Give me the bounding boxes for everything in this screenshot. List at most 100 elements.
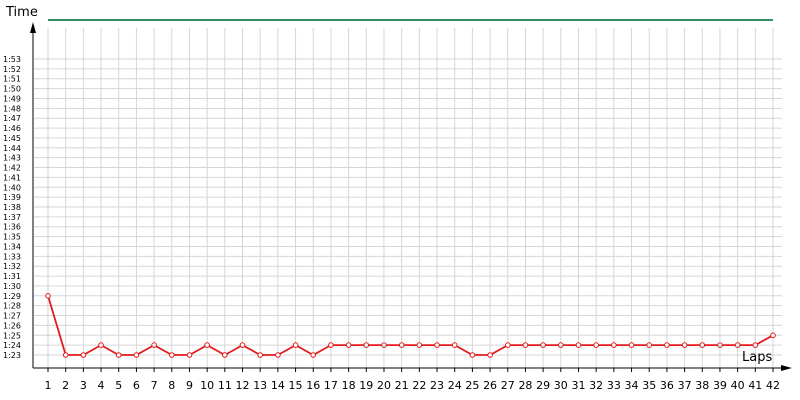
y-tick-label: 1:35 bbox=[3, 233, 21, 242]
x-tick-label: 28 bbox=[518, 379, 532, 392]
y-tick-label: 1:41 bbox=[3, 173, 21, 182]
y-tick-label: 1:32 bbox=[3, 262, 21, 271]
x-tick-label: 39 bbox=[713, 379, 727, 392]
x-tick-label: 11 bbox=[218, 379, 232, 392]
data-point bbox=[257, 352, 264, 358]
data-point bbox=[734, 342, 741, 348]
y-tick-label: 1:43 bbox=[3, 154, 21, 163]
x-tick-label: 12 bbox=[236, 379, 250, 392]
x-tick-label: 29 bbox=[536, 379, 550, 392]
x-tick-label: 5 bbox=[115, 379, 122, 392]
x-tick-label: 30 bbox=[554, 379, 568, 392]
x-tick-label: 6 bbox=[133, 379, 140, 392]
data-point bbox=[310, 352, 317, 358]
grid bbox=[34, 28, 782, 372]
data-point bbox=[239, 342, 246, 348]
y-tick-label: 1:49 bbox=[3, 94, 21, 103]
data-point bbox=[717, 342, 723, 348]
data-point bbox=[292, 342, 299, 348]
data-point bbox=[558, 342, 564, 348]
data-point bbox=[345, 342, 352, 348]
x-tick-label: 16 bbox=[306, 379, 320, 392]
y-tick-label: 1:50 bbox=[3, 85, 21, 94]
x-tick-label: 35 bbox=[642, 379, 656, 392]
x-tick-label: 26 bbox=[483, 379, 497, 392]
y-tick-label: 1:52 bbox=[3, 65, 21, 74]
axes bbox=[30, 22, 792, 371]
data-point bbox=[522, 342, 529, 348]
y-tick-label: 1:42 bbox=[3, 164, 21, 173]
data-point bbox=[45, 293, 51, 299]
data-point bbox=[681, 342, 688, 348]
y-tick-label: 1:27 bbox=[3, 312, 21, 321]
series-1 bbox=[45, 293, 776, 358]
series-line bbox=[47, 295, 774, 356]
y-tick-label: 1:45 bbox=[3, 134, 21, 143]
x-tick-label: 41 bbox=[748, 379, 762, 392]
y-tick-labels: 1:231:241:251:261:271:281:291:301:311:32… bbox=[3, 55, 21, 360]
x-tick-label: 27 bbox=[501, 379, 515, 392]
data-point bbox=[398, 342, 405, 348]
data-point bbox=[363, 342, 370, 348]
x-tick-label: 4 bbox=[98, 379, 105, 392]
data-point bbox=[752, 342, 759, 348]
y-tick-label: 1:53 bbox=[3, 55, 21, 64]
x-tick-label: 34 bbox=[625, 379, 639, 392]
x-tick-label: 2 bbox=[62, 379, 69, 392]
y-tick-label: 1:37 bbox=[3, 213, 21, 222]
x-tick-label: 3 bbox=[80, 379, 87, 392]
data-point bbox=[115, 352, 122, 358]
data-point bbox=[133, 352, 140, 358]
data-point bbox=[451, 342, 458, 348]
data-point bbox=[222, 352, 228, 358]
data-point bbox=[80, 352, 87, 358]
x-tick-label: 18 bbox=[342, 379, 356, 392]
data-point bbox=[151, 342, 157, 348]
data-point bbox=[381, 342, 387, 348]
data-point bbox=[770, 332, 776, 339]
x-tick-label: 10 bbox=[200, 379, 214, 392]
y-tick-label: 1:26 bbox=[3, 321, 21, 330]
data-point bbox=[611, 342, 617, 348]
x-tick-label: 20 bbox=[377, 379, 391, 392]
x-tick-label: 22 bbox=[412, 379, 426, 392]
y-axis-title: Time bbox=[5, 5, 38, 20]
y-tick-label: 1:23 bbox=[3, 351, 21, 360]
x-tick-label: 15 bbox=[289, 379, 303, 392]
x-axis-arrow bbox=[781, 365, 792, 371]
y-tick-label: 1:40 bbox=[3, 183, 21, 192]
data-point bbox=[275, 352, 281, 358]
y-axis-arrow bbox=[30, 22, 36, 33]
x-tick-label: 33 bbox=[607, 379, 621, 392]
y-tick-label: 1:29 bbox=[3, 292, 21, 301]
data-point bbox=[540, 342, 546, 348]
x-tick-labels: 1 2 3 4 5 6 7 8 9 10 11 12 13 14 15 16 17 18 19 20 21 22 23 24 2… bbox=[45, 379, 781, 392]
x-tick-label: 25 bbox=[465, 379, 479, 392]
x-tick-label: 9 bbox=[186, 379, 193, 392]
y-tick-label: 1:24 bbox=[3, 341, 21, 350]
x-tick-label: 14 bbox=[271, 379, 285, 392]
y-tick-label: 1:31 bbox=[3, 272, 21, 281]
y-tick-label: 1:28 bbox=[3, 302, 21, 311]
y-tick-label: 1:44 bbox=[3, 144, 21, 153]
y-tick-label: 1:36 bbox=[3, 223, 21, 232]
x-tick-label: 13 bbox=[253, 379, 267, 392]
series-lines bbox=[45, 19, 776, 358]
data-point bbox=[204, 342, 210, 348]
x-tick-label: 31 bbox=[571, 379, 585, 392]
data-point bbox=[98, 342, 104, 348]
data-point bbox=[469, 352, 476, 358]
data-point bbox=[593, 342, 600, 348]
x-tick-label: 40 bbox=[731, 379, 745, 392]
x-tick-label: 17 bbox=[324, 379, 338, 392]
y-tick-label: 1:47 bbox=[3, 114, 21, 123]
x-tick-label: 8 bbox=[168, 379, 175, 392]
x-tick-label: 7 bbox=[151, 379, 158, 392]
x-tick-label: 19 bbox=[359, 379, 373, 392]
y-tick-label: 1:51 bbox=[3, 75, 21, 84]
data-point bbox=[628, 342, 635, 348]
data-point bbox=[169, 352, 175, 358]
x-tick-label: 32 bbox=[589, 379, 603, 392]
x-tick-label: 23 bbox=[430, 379, 444, 392]
